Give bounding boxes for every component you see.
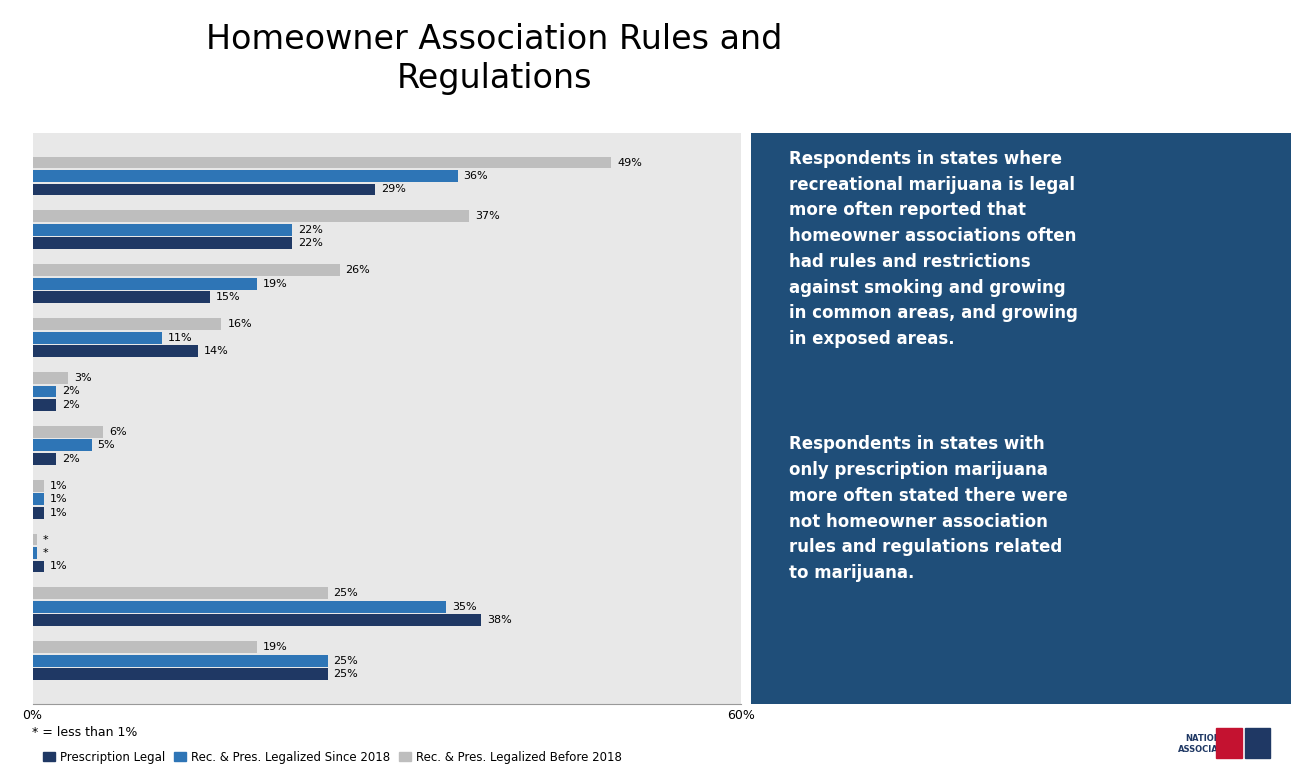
Bar	[32, 547, 38, 559]
Text: *: *	[43, 548, 49, 558]
Bar	[32, 587, 328, 599]
Bar	[32, 184, 374, 196]
Legend: Prescription Legal, Rec. & Pres. Legalized Since 2018, Rec. & Pres. Legalized Be: Prescription Legal, Rec. & Pres. Legaliz…	[39, 746, 627, 768]
Bar	[32, 210, 469, 222]
Text: 6%: 6%	[109, 427, 127, 437]
Bar	[32, 372, 68, 384]
Bar	[32, 493, 44, 505]
Bar	[32, 615, 481, 626]
Bar	[32, 238, 292, 249]
Bar	[32, 533, 38, 546]
Text: 1%: 1%	[51, 494, 68, 504]
Text: 15%: 15%	[216, 292, 240, 302]
Text: 38%: 38%	[488, 615, 512, 626]
Text: 37%: 37%	[476, 211, 501, 221]
Bar	[32, 156, 611, 168]
Text: 49%: 49%	[618, 157, 642, 167]
Text: 19%: 19%	[263, 642, 287, 652]
Text: 2%: 2%	[62, 386, 79, 396]
Bar	[32, 669, 328, 680]
Bar	[32, 507, 44, 518]
Text: 29%: 29%	[381, 185, 406, 195]
Text: 1%: 1%	[51, 561, 68, 572]
Text: 11%: 11%	[168, 332, 192, 343]
Text: 2%: 2%	[62, 400, 79, 410]
Text: 35%: 35%	[451, 602, 476, 612]
Text: 25%: 25%	[334, 669, 359, 680]
Text: 1%: 1%	[51, 481, 68, 490]
Text: 3%: 3%	[74, 373, 91, 383]
Text: 22%: 22%	[298, 225, 324, 235]
Text: 25%: 25%	[334, 588, 359, 598]
Text: 19%: 19%	[263, 278, 287, 289]
Text: Homeowner Association Rules and
Regulations: Homeowner Association Rules and Regulati…	[205, 23, 783, 95]
Text: Respondents in states where
recreational marijuana is legal
more often reported : Respondents in states where recreational…	[789, 150, 1078, 348]
Bar	[32, 264, 339, 276]
Text: 1%: 1%	[51, 508, 68, 518]
Text: * = less than 1%: * = less than 1%	[32, 726, 138, 739]
Text: *: *	[43, 535, 49, 544]
Bar	[32, 291, 209, 303]
Bar	[32, 655, 328, 666]
Bar	[32, 641, 257, 653]
Bar	[32, 278, 257, 289]
Text: Respondents in states with
only prescription marijuana
more often stated there w: Respondents in states with only prescrip…	[789, 436, 1067, 582]
Bar	[32, 345, 198, 357]
Bar	[1217, 727, 1242, 758]
Text: 22%: 22%	[298, 239, 324, 249]
Bar	[32, 426, 104, 438]
Text: 2%: 2%	[62, 454, 79, 464]
Bar	[32, 318, 221, 330]
Text: 5%: 5%	[98, 440, 116, 450]
Text: 36%: 36%	[464, 171, 488, 181]
Bar	[32, 399, 56, 411]
Text: 14%: 14%	[204, 346, 229, 356]
Bar	[32, 439, 91, 451]
Bar	[32, 170, 458, 182]
Bar	[32, 224, 292, 236]
Bar	[32, 480, 44, 492]
Text: 26%: 26%	[346, 265, 370, 275]
Bar	[32, 601, 446, 613]
Text: NATIONAL
ASSOCIATION: NATIONAL ASSOCIATION	[1178, 734, 1240, 754]
Text: 25%: 25%	[334, 656, 359, 665]
Bar	[1245, 727, 1270, 758]
Bar	[32, 386, 56, 397]
Bar	[32, 561, 44, 572]
Text: 16%: 16%	[227, 319, 252, 329]
Bar	[32, 332, 162, 343]
Bar	[32, 453, 56, 465]
